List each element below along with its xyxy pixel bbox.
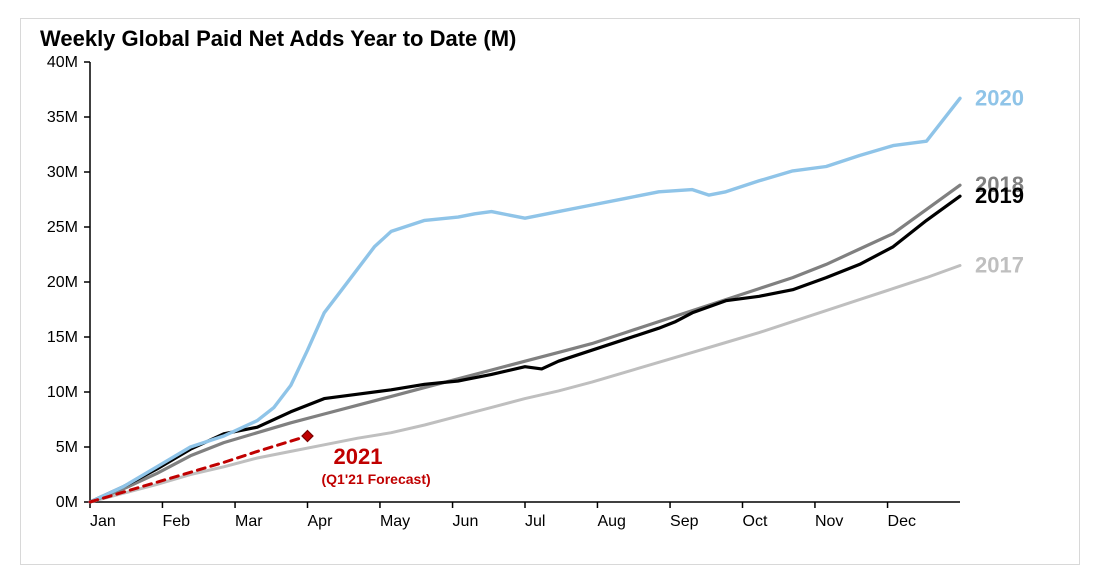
- series-label-2017: 2017: [975, 253, 1024, 278]
- series-sublabel-2021: (Q1'21 Forecast): [322, 471, 431, 487]
- x-tick-label: Oct: [743, 513, 768, 530]
- forecast-marker: [302, 431, 313, 442]
- y-tick-label: 10M: [47, 384, 78, 401]
- series-2018: [90, 185, 960, 502]
- series-label-2019: 2019: [975, 183, 1024, 208]
- x-tick-label: Nov: [815, 513, 843, 530]
- x-tick-label: Feb: [162, 513, 190, 530]
- y-tick-label: 40M: [47, 54, 78, 71]
- y-tick-label: 20M: [47, 274, 78, 291]
- x-tick-label: Jan: [90, 513, 116, 530]
- x-tick-label: May: [380, 513, 410, 530]
- series-2020: [90, 98, 960, 502]
- chart-container: Weekly Global Paid Net Adds Year to Date…: [0, 0, 1100, 583]
- series-label-2021: 2021: [334, 444, 383, 469]
- x-tick-label: Aug: [597, 513, 625, 530]
- x-tick-label: Sep: [670, 513, 699, 530]
- x-tick-label: Mar: [235, 513, 263, 530]
- series-2019: [90, 196, 960, 502]
- x-tick-label: Jun: [453, 513, 479, 530]
- x-tick-label: Dec: [888, 513, 916, 530]
- y-tick-label: 30M: [47, 164, 78, 181]
- series-2017: [90, 266, 960, 503]
- y-tick-label: 25M: [47, 219, 78, 236]
- x-tick-label: Jul: [525, 513, 545, 530]
- series-label-2020: 2020: [975, 85, 1024, 110]
- y-tick-label: 0M: [56, 494, 78, 511]
- y-tick-label: 35M: [47, 109, 78, 126]
- y-tick-label: 15M: [47, 329, 78, 346]
- line-chart: 0M 5M 10M 15M 20M 25M 30M 35M 40M Jan Feb Mar Apr May…: [0, 0, 1100, 583]
- y-tick-label: 5M: [56, 439, 78, 456]
- x-tick-label: Apr: [308, 513, 334, 530]
